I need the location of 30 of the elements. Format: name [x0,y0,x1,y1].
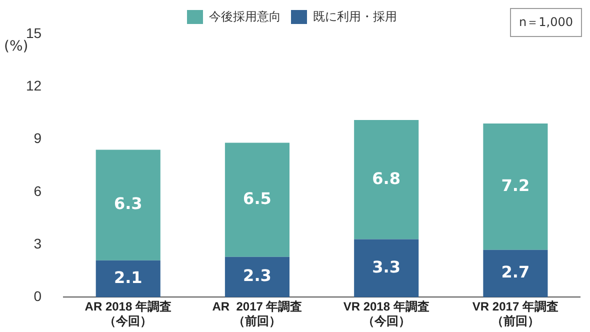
x-tick-label: VR 2018 年調査（今回） [343,300,430,328]
data-label: 2.7 [501,262,530,282]
bar [354,239,419,298]
legend-label: 今後採用意向 [209,9,281,24]
y-tick-label: 0 [34,288,42,304]
y-tick-label: 3 [34,235,42,252]
legend-label: 既に利用・採用 [313,9,397,24]
data-label: 3.3 [372,257,401,276]
y-tick-label: 6 [34,182,42,199]
bar [483,123,548,250]
data-label: 2.1 [114,268,142,287]
bar [224,142,290,257]
y-tick-label: 12 [26,78,42,94]
y-axis-title: (%) [4,38,28,55]
data-label: 6.3 [114,194,142,214]
x-tick-label: VR 2017 年調査（前回） [472,300,558,328]
bar [96,260,160,298]
y-tick-label: 9 [34,130,42,146]
data-label: 6.5 [243,188,272,208]
x-tick-label: AR 2018 年調査（今回） [84,300,172,328]
data-label: 2.3 [243,266,272,286]
data-label: 7.2 [501,176,530,195]
y-tick-label: 15 [26,24,42,41]
bar [483,250,548,298]
bar [224,256,290,298]
bar [96,150,160,260]
data-label: 6.8 [372,168,401,188]
text: n＝1,000 [510,8,582,37]
bar [354,120,419,240]
x-tick-label: AR 2017 年調査（前回） [212,300,302,328]
